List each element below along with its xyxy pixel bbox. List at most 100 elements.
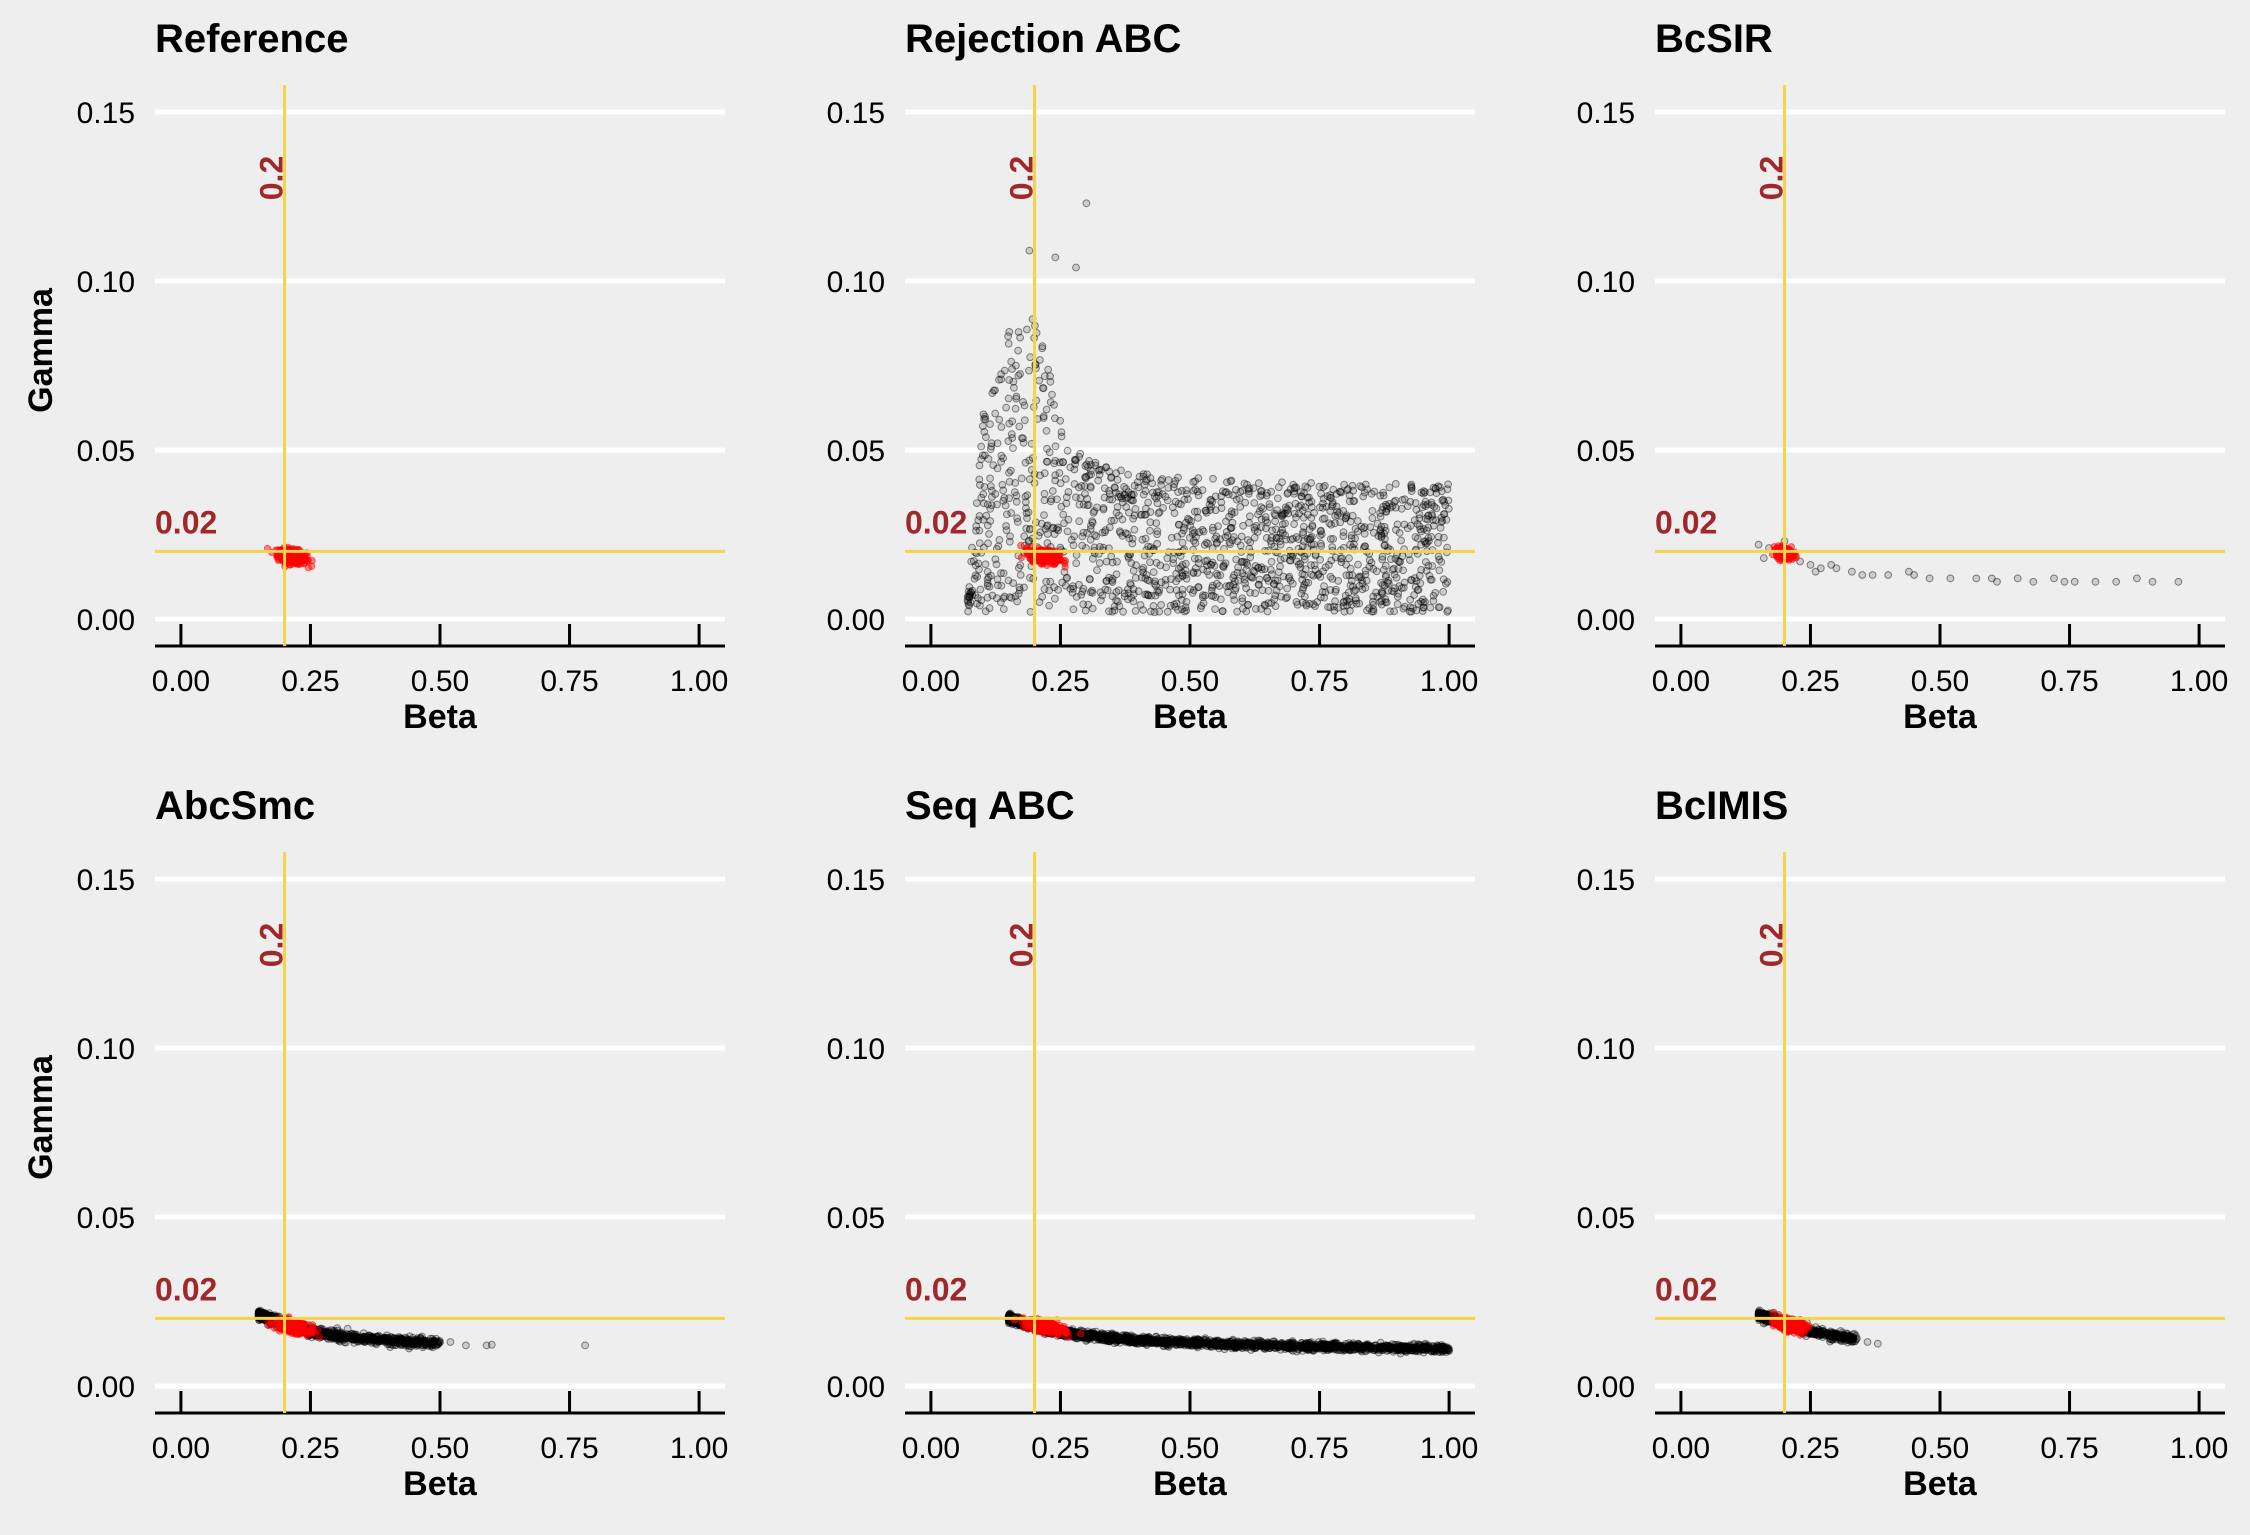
posterior-point — [1407, 607, 1416, 616]
posterior-point — [1084, 463, 1092, 472]
posterior-point — [1140, 480, 1149, 489]
posterior-point — [2050, 574, 2058, 583]
posterior-point — [1250, 499, 1259, 507]
posterior-point — [999, 454, 1007, 463]
posterior-point — [1264, 586, 1273, 595]
posterior-point — [1166, 585, 1174, 594]
posterior-point — [1039, 384, 1048, 393]
posterior-point — [1262, 573, 1271, 582]
posterior-point — [1238, 597, 1247, 606]
posterior-point — [1011, 479, 1020, 487]
posterior-point — [1284, 488, 1292, 497]
posterior-point — [988, 486, 996, 495]
posterior-point — [1222, 517, 1230, 526]
posterior-point — [997, 423, 1006, 431]
posterior-point — [1136, 601, 1145, 609]
posterior-point — [1290, 487, 1298, 496]
posterior-point — [1227, 507, 1236, 516]
posterior-point — [1232, 485, 1240, 494]
posterior-point — [1099, 504, 1108, 512]
posterior-point — [1365, 556, 1374, 565]
posterior-point — [1040, 585, 1049, 594]
posterior-point — [1337, 554, 1345, 563]
posterior-point — [1026, 353, 1035, 362]
posterior-point — [1118, 531, 1127, 540]
reference-label-horizontal: 0.02 — [1655, 504, 1717, 540]
posterior-point — [1096, 588, 1105, 597]
posterior-point — [1415, 510, 1424, 519]
posterior-point — [1042, 427, 1051, 435]
posterior-point — [1193, 507, 1202, 516]
posterior-point — [1086, 575, 1094, 584]
posterior-point — [970, 574, 979, 583]
posterior-point — [1153, 499, 1162, 508]
posterior-point — [1181, 566, 1190, 575]
posterior-point — [1003, 510, 1011, 519]
reference-label-horizontal: 0.02 — [905, 504, 967, 540]
posterior-point — [1072, 263, 1080, 272]
posterior-point — [1905, 567, 1913, 576]
posterior-point — [1343, 601, 1351, 610]
posterior-point — [1379, 491, 1388, 500]
y-axis-label: Gamma — [22, 1054, 60, 1180]
posterior-point — [1046, 377, 1055, 386]
posterior-point — [1276, 555, 1285, 564]
posterior-point — [1117, 466, 1125, 475]
posterior-point — [1082, 199, 1091, 208]
x-tick-label: 0.75 — [1290, 665, 1348, 698]
posterior-point — [1108, 574, 1117, 583]
posterior-point — [1339, 532, 1348, 540]
posterior-point — [1009, 579, 1018, 587]
posterior-point — [1230, 596, 1239, 604]
reference-label-vertical: 0.2 — [1004, 156, 1040, 200]
posterior-point — [1152, 558, 1161, 567]
posterior-point — [1017, 474, 1026, 483]
posterior-point — [1440, 497, 1448, 506]
posterior-point — [1023, 491, 1032, 500]
posterior-point — [1006, 532, 1014, 541]
posterior-point — [1386, 607, 1394, 616]
posterior-point — [1102, 557, 1111, 566]
posterior-point — [487, 1340, 496, 1349]
posterior-point — [1368, 507, 1377, 515]
posterior-point — [1419, 599, 1428, 607]
posterior-point — [1307, 570, 1316, 579]
y-tick-label: 0.00 — [1577, 604, 1635, 637]
panel-title: AbcSmc — [155, 784, 315, 828]
posterior-point — [1362, 576, 1371, 585]
posterior-point — [1395, 529, 1404, 537]
posterior-point — [1201, 591, 1210, 600]
posterior-point — [1391, 480, 1400, 488]
posterior-point — [1138, 565, 1147, 574]
posterior-point — [403, 1339, 411, 1348]
posterior-point — [1005, 328, 1014, 336]
posterior-point — [1043, 444, 1051, 453]
posterior-point — [1283, 584, 1292, 593]
posterior-point — [1007, 466, 1015, 475]
posterior-point — [1188, 589, 1197, 597]
posterior-point — [1240, 575, 1249, 584]
posterior-point — [1429, 483, 1438, 492]
posterior-point — [2091, 577, 2100, 586]
posterior-point — [1005, 494, 1013, 503]
posterior-point — [1329, 535, 1337, 543]
posterior-point — [1370, 487, 1379, 496]
posterior-point — [1406, 556, 1414, 564]
y-tick-label: 0.10 — [827, 1033, 885, 1066]
posterior-point — [1036, 471, 1044, 480]
posterior-point — [1439, 587, 1448, 596]
posterior-point — [977, 455, 986, 464]
posterior-point — [1407, 484, 1416, 493]
highlight-point — [308, 1323, 317, 1331]
posterior-point — [1242, 558, 1251, 567]
x-tick-label: 0.25 — [281, 1432, 339, 1465]
posterior-point — [1216, 553, 1225, 562]
posterior-point — [1062, 499, 1071, 508]
posterior-point — [1129, 566, 1138, 575]
posterior-point — [1376, 512, 1385, 521]
highlight-point — [1053, 557, 1062, 565]
x-tick-label: 0.25 — [1031, 665, 1089, 698]
posterior-point — [409, 1340, 418, 1349]
posterior-point — [989, 461, 998, 470]
posterior-point — [1434, 539, 1442, 547]
